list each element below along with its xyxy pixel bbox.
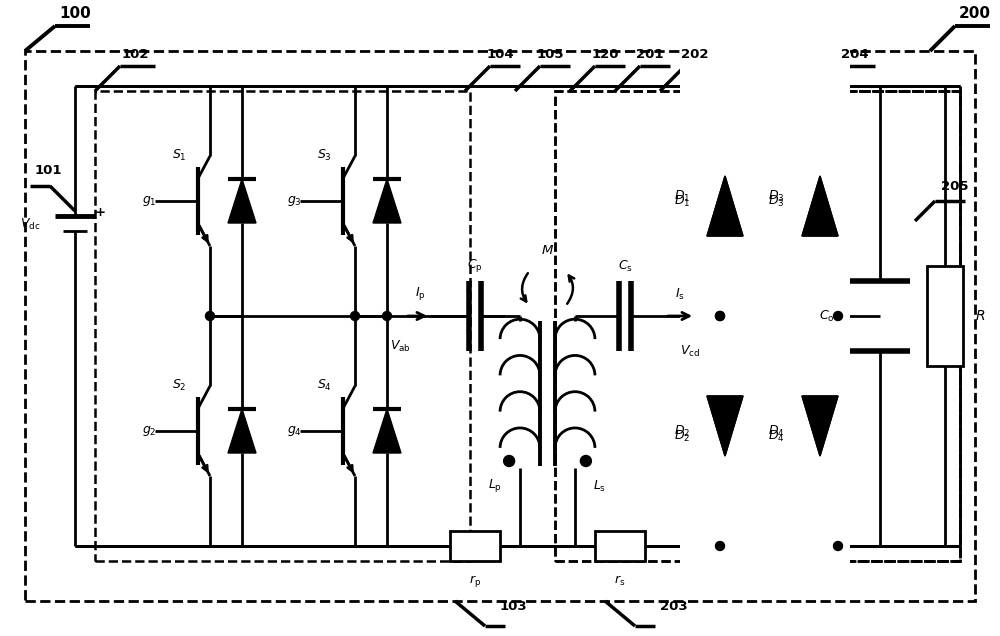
Polygon shape [373, 409, 401, 453]
Text: $r_{\rm s}$: $r_{\rm s}$ [614, 574, 626, 588]
Bar [555, 91, 960, 561]
Polygon shape [707, 176, 743, 236]
Text: $D_3$: $D_3$ [768, 188, 785, 204]
Text: 200: 200 [959, 6, 991, 22]
Polygon shape [228, 409, 256, 453]
Text: $r_{\rm p}$: $r_{\rm p}$ [469, 573, 481, 589]
Bar [25, 51, 975, 601]
Text: $D_2$: $D_2$ [674, 429, 690, 443]
Circle shape [206, 312, 214, 321]
Bar [450, 531, 500, 561]
Text: 201: 201 [636, 48, 664, 60]
Bar [927, 266, 963, 366]
Text: $g_3$: $g_3$ [287, 194, 302, 208]
Text: +: + [94, 207, 106, 219]
Bar [685, 91, 960, 561]
Text: $D_1$: $D_1$ [674, 188, 690, 204]
Circle shape [716, 312, 724, 321]
Text: $V_{\rm cd}$: $V_{\rm cd}$ [680, 343, 700, 359]
Text: 120: 120 [591, 48, 619, 60]
Text: $g_2$: $g_2$ [142, 424, 157, 438]
Polygon shape [802, 396, 838, 456]
Text: $I_{\rm p}$: $I_{\rm p}$ [415, 286, 425, 303]
Text: $C_{\rm s}$: $C_{\rm s}$ [618, 258, 632, 273]
Text: $D_1$: $D_1$ [674, 193, 690, 209]
Text: 204: 204 [841, 48, 869, 60]
Text: $L_{\rm p}$: $L_{\rm p}$ [488, 478, 502, 495]
Circle shape [382, 312, 392, 321]
Text: $S_4$: $S_4$ [317, 378, 332, 393]
Bar [555, 91, 960, 561]
Polygon shape [228, 179, 256, 223]
Text: $C_{\rm p}$: $C_{\rm p}$ [467, 258, 483, 275]
Text: $S_2$: $S_2$ [172, 378, 187, 393]
Polygon shape [707, 176, 743, 236]
Text: 203: 203 [660, 600, 688, 612]
Text: $S_1$: $S_1$ [172, 148, 187, 163]
Text: $L_{\rm s}$: $L_{\rm s}$ [593, 478, 607, 494]
Polygon shape [802, 176, 838, 236]
Circle shape [504, 455, 515, 466]
Polygon shape [802, 176, 838, 236]
Bar [685, 91, 960, 561]
Text: $D_3$: $D_3$ [768, 193, 785, 209]
Text: 202: 202 [681, 48, 709, 60]
Text: $D_4$: $D_4$ [768, 429, 785, 443]
Text: $C_{\rm o}$: $C_{\rm o}$ [819, 308, 835, 324]
Text: $V_{\rm ab}$: $V_{\rm ab}$ [390, 338, 411, 354]
Text: 103: 103 [500, 600, 528, 612]
Text: $M$: $M$ [541, 244, 554, 258]
Text: $V_{\rm dc}$: $V_{\rm dc}$ [20, 216, 40, 232]
Text: 102: 102 [121, 48, 149, 60]
Circle shape [351, 312, 360, 321]
Polygon shape [707, 396, 743, 456]
Text: $R$: $R$ [975, 309, 985, 323]
Circle shape [580, 455, 591, 466]
Bar [95, 91, 470, 561]
Polygon shape [707, 396, 743, 456]
Text: 104: 104 [486, 48, 514, 60]
Text: 205: 205 [941, 179, 969, 193]
Bar [595, 531, 645, 561]
Circle shape [716, 312, 724, 321]
Polygon shape [802, 396, 838, 456]
Bar [680, 36, 850, 586]
Text: $D_4$: $D_4$ [768, 424, 785, 439]
Circle shape [834, 541, 842, 551]
Text: 105: 105 [536, 48, 564, 60]
Text: $D_2$: $D_2$ [674, 424, 690, 439]
Text: $g_4$: $g_4$ [287, 424, 302, 438]
Text: $g_1$: $g_1$ [142, 194, 157, 208]
Circle shape [716, 541, 724, 551]
Polygon shape [373, 179, 401, 223]
Circle shape [834, 312, 842, 321]
Text: 101: 101 [35, 165, 62, 177]
Text: $S_3$: $S_3$ [317, 148, 332, 163]
Text: $I_{\rm s}$: $I_{\rm s}$ [675, 286, 685, 301]
Text: 100: 100 [59, 6, 91, 22]
